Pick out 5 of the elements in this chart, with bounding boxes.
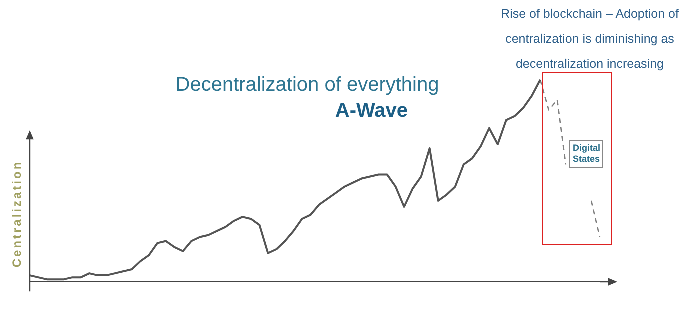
text: Rise of blockchain – Adoption of centralization is diminishing as decentralization increasing	[500, 6, 680, 73]
annotation: Digital States	[568, 140, 603, 168]
text: A-Wave	[334, 100, 408, 123]
chart-title: Decentralization of everything	[174, 74, 440, 97]
y-axis-title: Centralization	[10, 159, 24, 269]
